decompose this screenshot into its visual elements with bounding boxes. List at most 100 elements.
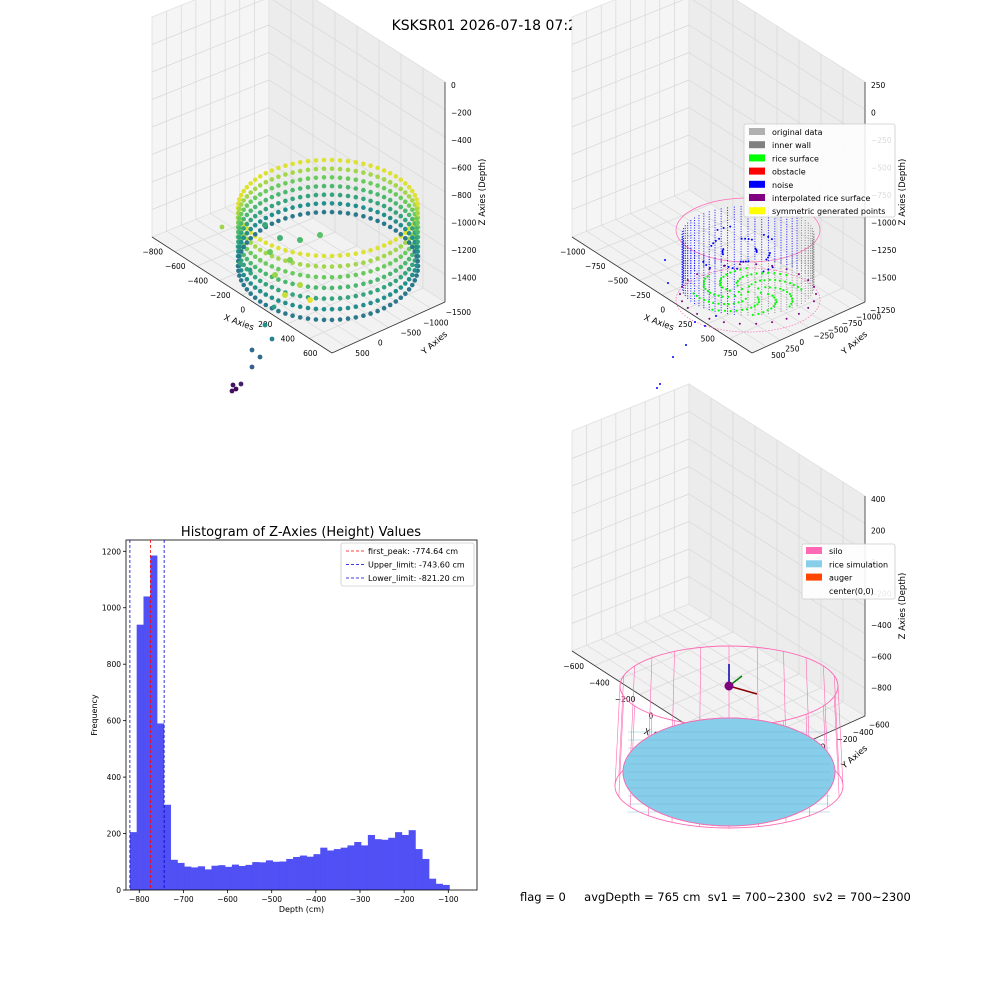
- data-point: [252, 204, 258, 210]
- interpolated-point: [785, 268, 788, 271]
- data-point: [393, 268, 399, 273]
- data-point: [269, 295, 275, 301]
- data-point: [290, 196, 295, 202]
- data-point: [263, 179, 269, 185]
- data-point: [403, 271, 408, 276]
- z-tick-labels: 0 −200 −400 −600 −800 −1000 −1200 −1400: [451, 81, 477, 283]
- z-axis-label: Z Axies (Depth): [898, 159, 908, 226]
- rice-surface-point: [702, 280, 706, 283]
- data-point: [406, 203, 412, 208]
- legend-label: rice surface: [772, 154, 819, 163]
- data-point: [283, 181, 288, 186]
- data-point: [398, 274, 404, 280]
- data-point: [276, 308, 281, 314]
- rice-surface-point: [737, 301, 740, 304]
- data-point: [393, 247, 399, 253]
- grid-line: [571, 134, 690, 183]
- data-point: [269, 336, 275, 342]
- y-tick-label: −200: [837, 735, 858, 744]
- data-point: [398, 295, 404, 301]
- interpolated-point: [797, 312, 800, 315]
- data-point: [381, 305, 387, 311]
- z-tick-label: −400: [871, 621, 892, 630]
- data-point: [247, 267, 253, 273]
- data-point: [398, 204, 404, 210]
- noise-point: [767, 256, 770, 259]
- noise-point: [727, 266, 730, 268]
- data-point: [329, 307, 335, 312]
- data-point: [297, 186, 303, 191]
- y-tick-label: 0: [116, 886, 121, 895]
- interpolated-point: [681, 285, 683, 288]
- data-point: [290, 170, 295, 175]
- data-point: [317, 232, 323, 238]
- data-point: [290, 313, 295, 319]
- rice-surface-point: [733, 270, 737, 273]
- legend-label: original data: [772, 128, 823, 137]
- data-point: [244, 194, 250, 199]
- data-point: [345, 176, 351, 181]
- data-point: [368, 300, 373, 306]
- rice-surface-point: [750, 273, 753, 276]
- legend-swatch: [749, 180, 765, 188]
- histogram-bar: [252, 862, 260, 890]
- data-point: [238, 249, 244, 254]
- noise-point: [721, 251, 724, 254]
- histogram-bar: [306, 856, 314, 890]
- data-point: [329, 253, 335, 259]
- x-axis-line: [571, 236, 753, 354]
- data-point: [403, 236, 408, 241]
- histogram-bar: [265, 860, 273, 890]
- interpolated-point: [696, 312, 699, 315]
- data-point: [345, 167, 351, 173]
- data-point: [297, 177, 303, 183]
- rice-surface-point: [719, 277, 723, 280]
- data-point: [305, 284, 311, 290]
- legend-frame: [801, 543, 896, 600]
- noise-point: [722, 253, 724, 256]
- data-point: [283, 300, 288, 306]
- rice-surface-point: [727, 295, 730, 298]
- rice-surface-point: [704, 287, 707, 290]
- z-tick-label: 0: [871, 108, 876, 117]
- data-point: [244, 212, 250, 218]
- data-point: [403, 260, 408, 266]
- interpolated-point: [785, 317, 788, 320]
- data-point: [283, 198, 288, 204]
- data-point: [375, 209, 380, 215]
- grid-line: [688, 521, 866, 634]
- chart-raw-data: 3D Plot of Silo Interior(row data)−800−6…: [142, 0, 488, 394]
- rice-surface-point: [741, 308, 744, 311]
- data-point: [398, 186, 404, 192]
- y-tick-label: 1200: [102, 547, 121, 556]
- data-point: [387, 292, 393, 297]
- data-point: [249, 347, 255, 353]
- data-point: [305, 305, 311, 311]
- data-point: [276, 183, 281, 188]
- histogram-bar: [218, 865, 226, 890]
- y-tick-label: −250: [813, 332, 834, 341]
- rice-surface-point: [739, 268, 742, 271]
- x-tick-label: 500: [701, 334, 716, 343]
- data-point: [262, 222, 268, 228]
- y-tick-label: −400: [853, 728, 874, 737]
- rice-surface-point: [717, 309, 720, 312]
- legend-swatch: [806, 573, 822, 581]
- data-point: [337, 253, 343, 258]
- rice-surface-point: [751, 313, 754, 316]
- data-point: [252, 213, 258, 219]
- data-point: [269, 221, 275, 227]
- data-point: [283, 189, 288, 195]
- data-point: [353, 186, 359, 191]
- data-point: [297, 304, 303, 310]
- data-point: [282, 292, 288, 298]
- data-point: [229, 388, 235, 394]
- interpolated-point: [708, 268, 711, 271]
- data-point: [387, 171, 393, 176]
- data-point: [263, 271, 269, 277]
- z-tick-label: −800: [871, 684, 892, 693]
- rice-surface-point: [702, 298, 706, 302]
- data-point: [290, 187, 295, 193]
- rice-surface-point: [768, 286, 771, 289]
- data-point: [263, 292, 269, 297]
